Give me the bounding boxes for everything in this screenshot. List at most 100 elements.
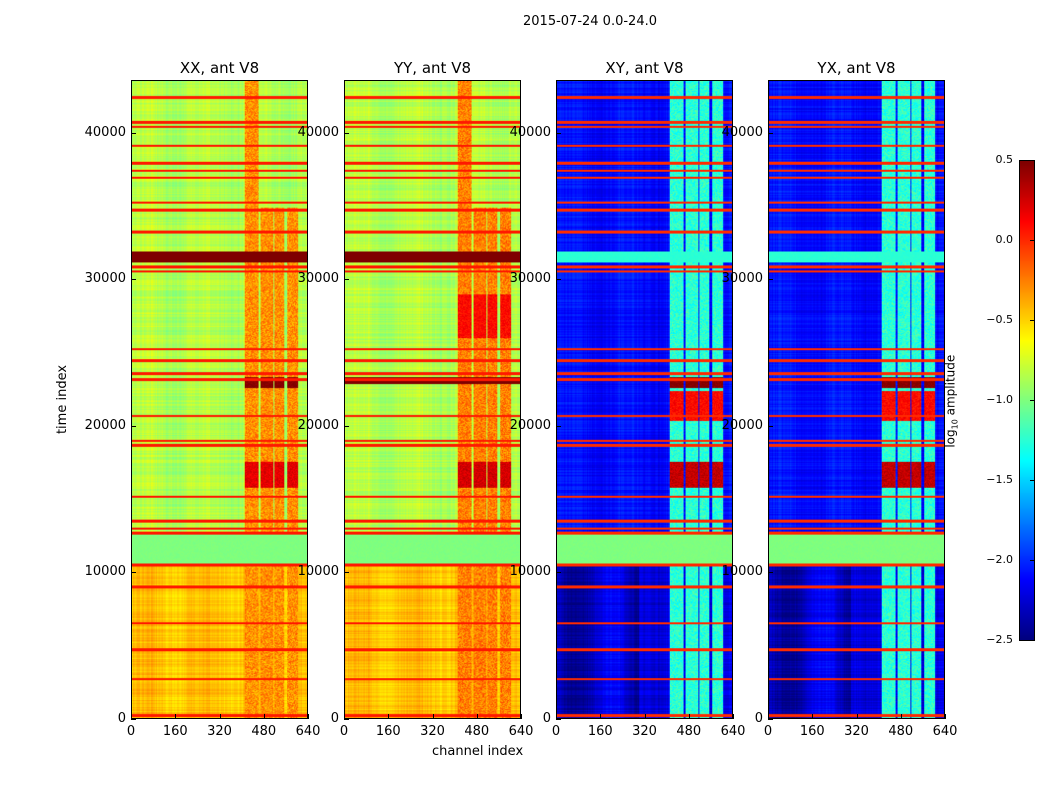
x-tick-label: 640	[508, 724, 534, 739]
y-tick-mark	[556, 572, 561, 574]
heatmap-3	[768, 80, 945, 719]
y-tick-label: 0	[754, 711, 763, 726]
y-tick-mark	[344, 425, 349, 427]
y-tick-label: 10000	[297, 564, 339, 580]
x-tick-label: 320	[632, 724, 657, 739]
x-tick-label: 320	[420, 724, 445, 739]
colorbar-tick-mark	[1030, 160, 1034, 161]
heatmap-1	[344, 80, 521, 719]
x-tick-mark	[263, 714, 265, 719]
x-tick-label: 160	[587, 724, 613, 739]
x-tick-mark	[644, 714, 646, 719]
colorbar-tick-label: −2.5	[986, 633, 1013, 646]
x-tick-mark	[733, 714, 734, 719]
y-tick-mark	[768, 572, 773, 574]
y-tick-mark	[556, 425, 561, 427]
y-tick-mark	[344, 132, 349, 134]
y-tick-mark	[344, 279, 349, 281]
colorbar-label-rest: amplitude	[943, 354, 958, 420]
y-tick-label: 30000	[509, 271, 551, 287]
x-tick-mark	[476, 714, 478, 719]
colorbar-tick-label: −2.0	[986, 553, 1013, 566]
y-tick-label: 20000	[297, 417, 339, 433]
y-tick-label: 40000	[509, 124, 551, 140]
y-tick-mark	[556, 279, 561, 281]
x-tick-mark	[768, 714, 769, 719]
y-tick-mark	[131, 425, 136, 427]
x-tick-label: 480	[676, 724, 702, 739]
y-tick-mark	[768, 425, 773, 427]
colorbar-tick-label: 0.0	[995, 233, 1014, 246]
x-tick-mark	[432, 714, 434, 719]
colorbar-tick-mark	[1030, 560, 1034, 561]
y-tick-label: 30000	[84, 271, 126, 287]
heatmap-2	[556, 80, 733, 719]
colorbar-tick-label: −0.5	[986, 313, 1013, 326]
x-tick-mark	[219, 714, 221, 719]
y-tick-label: 10000	[721, 564, 763, 580]
colorbar-tick-label: 0.5	[995, 153, 1014, 166]
y-tick-label: 20000	[509, 417, 551, 433]
y-tick-label: 20000	[84, 417, 126, 433]
colorbar-label-sub: 10	[950, 419, 960, 430]
y-tick-label: 20000	[721, 417, 763, 433]
y-tick-label: 40000	[84, 124, 126, 140]
y-tick-label: 40000	[721, 124, 763, 140]
x-tick-mark	[308, 714, 309, 719]
x-tick-label: 0	[339, 724, 349, 739]
panel-title: XY, ant V8	[605, 59, 684, 77]
colorbar-tick-label: −1.5	[986, 473, 1013, 486]
x-tick-mark	[556, 714, 557, 719]
x-tick-label: 320	[844, 724, 869, 739]
y-tick-mark	[131, 572, 136, 574]
y-tick-mark	[768, 279, 773, 281]
colorbar-label-main: log	[943, 429, 958, 448]
y-tick-label: 0	[117, 711, 126, 726]
y-tick-label: 30000	[721, 271, 763, 287]
x-tick-label: 480	[888, 724, 914, 739]
colorbar	[1019, 160, 1035, 641]
x-tick-mark	[388, 714, 390, 719]
x-tick-label: 160	[375, 724, 401, 739]
x-tick-mark	[945, 714, 946, 719]
colorbar-tick-label: −1.0	[986, 393, 1013, 406]
y-tick-mark	[131, 719, 136, 720]
x-tick-label: 0	[551, 724, 561, 739]
x-tick-label: 160	[162, 724, 188, 739]
x-tick-mark	[521, 714, 522, 719]
colorbar-tick-mark	[1030, 240, 1034, 241]
x-tick-label: 640	[720, 724, 746, 739]
x-tick-label: 640	[295, 724, 321, 739]
colorbar-tick-mark	[1030, 400, 1034, 401]
x-tick-label: 480	[464, 724, 490, 739]
heatmap-0	[131, 80, 308, 719]
y-tick-label: 10000	[509, 564, 551, 580]
panel-title: XX, ant V8	[179, 59, 260, 77]
y-tick-mark	[131, 279, 136, 281]
x-tick-label: 640	[932, 724, 958, 739]
y-tick-label: 40000	[297, 124, 339, 140]
y-tick-label: 10000	[84, 564, 126, 580]
x-tick-label: 0	[763, 724, 773, 739]
figure-suptitle: 2015-07-24 0.0-24.0	[523, 14, 657, 29]
panel-title: YX, ant V8	[817, 59, 896, 77]
colorbar-label: log10 amplitude	[943, 355, 959, 448]
x-tick-mark	[900, 714, 902, 719]
y-tick-label: 30000	[297, 271, 339, 287]
y-tick-mark	[556, 719, 561, 720]
panel-title: YY, ant V8	[393, 59, 471, 77]
x-tick-mark	[812, 714, 814, 719]
y-axis-label: time index	[55, 364, 71, 435]
y-tick-label: 0	[330, 711, 339, 726]
colorbar-tick-mark	[1030, 320, 1034, 321]
colorbar-tick-mark	[1030, 640, 1034, 641]
colorbar-tick-mark	[1030, 480, 1034, 481]
y-tick-mark	[344, 719, 349, 720]
x-tick-mark	[600, 714, 602, 719]
x-tick-mark	[688, 714, 690, 719]
x-tick-label: 160	[799, 724, 825, 739]
x-axis-label: channel index	[432, 744, 524, 759]
y-tick-mark	[131, 132, 136, 134]
x-tick-mark	[175, 714, 177, 719]
x-tick-mark	[131, 714, 132, 719]
